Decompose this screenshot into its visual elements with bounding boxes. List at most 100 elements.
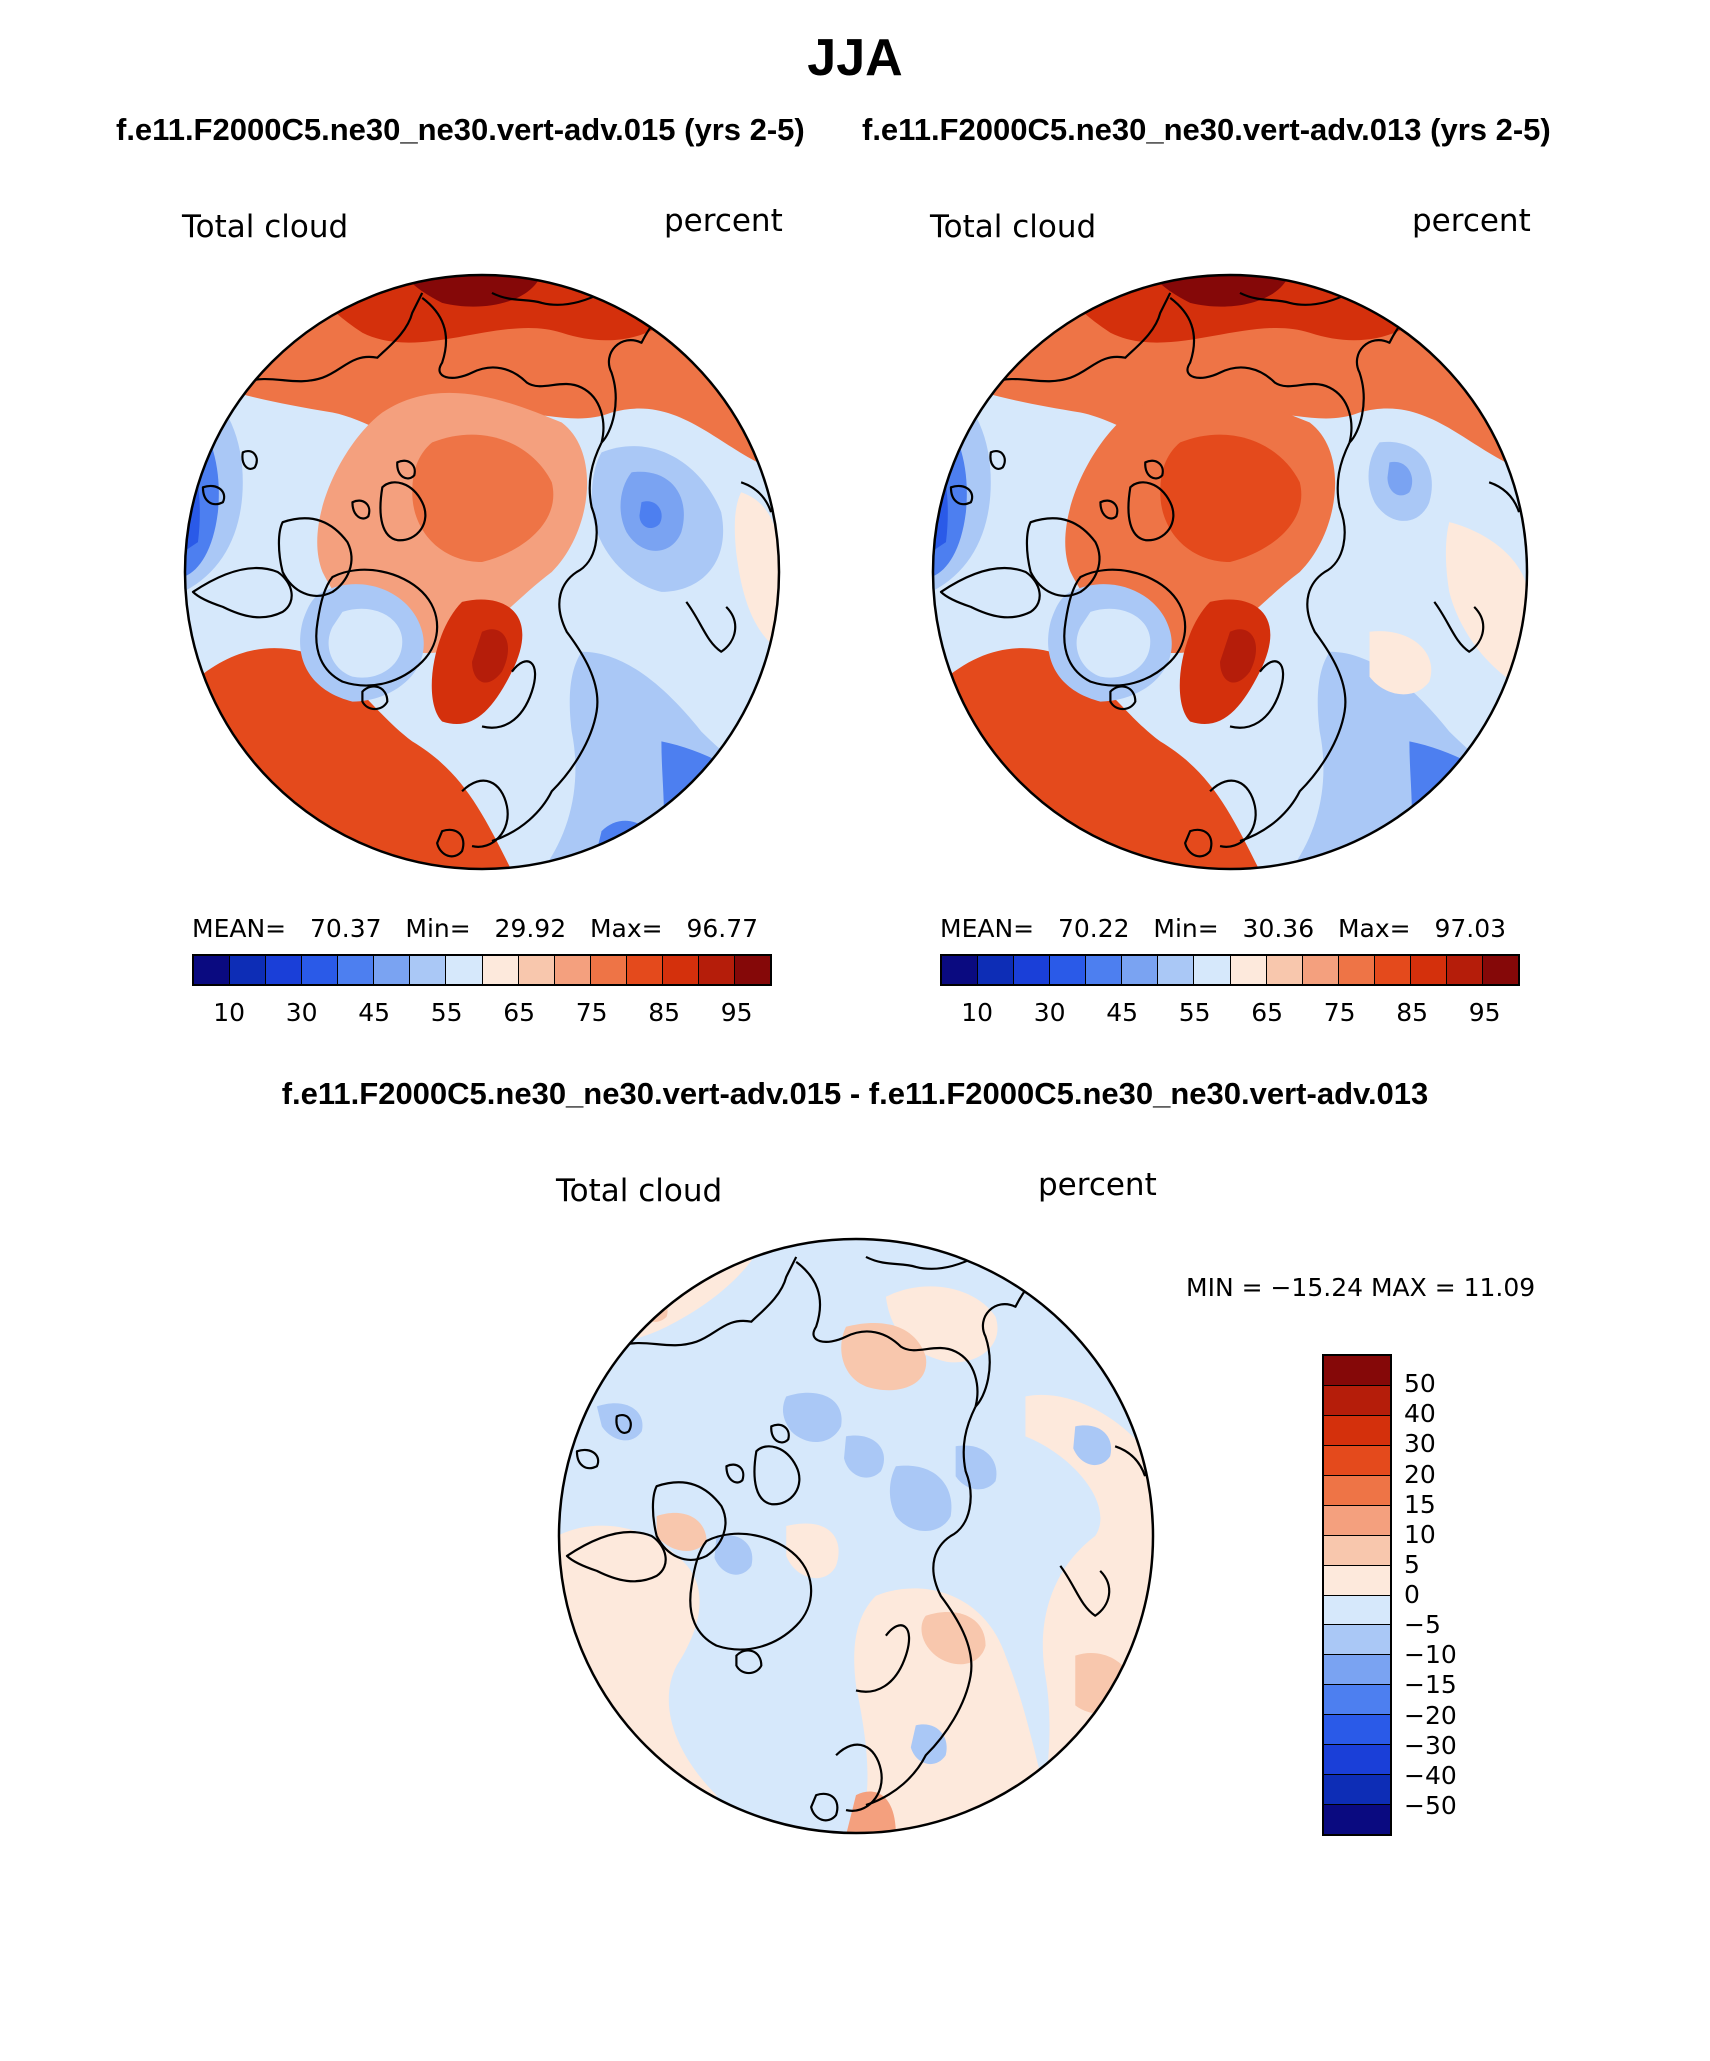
colorbar-tick-label: 95 [1468,998,1501,1027]
colorbar-swatch [1158,956,1195,984]
colorbar-swatch [1324,1535,1390,1566]
colorbar-swatch [698,956,735,984]
colorbar-swatch [1374,956,1411,984]
colorbar-tick-label: 10 [213,998,246,1027]
colorbar-tick-label: 85 [1396,998,1429,1027]
right-min-label: Min= [1153,914,1219,943]
colorbar-swatch [1324,1505,1390,1536]
left-mean-value: 70.37 [309,914,382,943]
right-max-label: Max= [1337,914,1411,943]
right-variable-label: Total cloud [930,209,1097,245]
right-mean-label: MEAN= [940,914,1035,943]
right-max-value: 97.03 [1434,914,1507,943]
colorbar-tick-label: 0 [1404,1580,1420,1609]
right-stats: MEAN= 70.22 Min= 30.36 Max= 97.03 [940,915,1506,943]
difference-polar-map [557,1237,1155,1835]
left-units-label: percent [664,203,783,239]
colorbar-swatch [1324,1715,1390,1746]
right-units-label: percent [1412,203,1531,239]
colorbar-swatch [266,956,303,984]
colorbar-swatch [1324,1775,1390,1806]
colorbar-swatch [1410,956,1447,984]
right-polar-map [931,273,1529,871]
colorbar-swatch [1324,1805,1390,1834]
left-min-value: 29.92 [494,914,567,943]
colorbar-swatch [626,956,663,984]
right-colorbar [940,954,1520,986]
colorbar-tick-label: 65 [503,998,536,1027]
colorbar-tick-label: 55 [430,998,463,1027]
right-mean-value: 70.22 [1057,914,1130,943]
colorbar-tick-label: 5 [1404,1549,1420,1579]
colorbar-swatch [942,956,979,984]
left-polar-map [183,273,781,871]
colorbar-swatch [734,956,770,984]
right-min-value: 30.36 [1242,914,1315,943]
colorbar-tick-label: −20 [1404,1700,1457,1730]
colorbar-swatch [590,956,627,984]
colorbar-swatch [1324,1595,1390,1626]
diff-minmax: MIN = −15.24 MAX = 11.09 [1186,1273,1536,1302]
colorbar-tick-label: 10 [961,998,994,1027]
colorbar-swatch [1324,1445,1390,1476]
left-mean-label: MEAN= [192,914,287,943]
colorbar-swatch [1266,956,1303,984]
colorbar-tick-label: −40 [1404,1760,1457,1790]
left-variable-label: Total cloud [182,209,349,245]
diff-units-label: percent [1038,1167,1157,1203]
colorbar-swatch [1324,1655,1390,1686]
colorbar-swatch [446,956,483,984]
colorbar-swatch [1122,956,1159,984]
difference-header: f.e11.F2000C5.ne30_ne30.vert-adv.015 - f… [281,1076,1429,1111]
colorbar-swatch [554,956,591,984]
left-max-value: 96.77 [686,914,759,943]
colorbar-tick-label: 45 [358,998,391,1027]
colorbar-tick-label: 30 [285,998,318,1027]
colorbar-tick-label: 75 [1323,998,1356,1027]
colorbar-tick-label: 15 [1404,1489,1436,1519]
colorbar-swatch [1324,1565,1390,1596]
diff-variable-label: Total cloud [556,1173,723,1209]
colorbar-swatch [1324,1415,1390,1446]
right-case-header: f.e11.F2000C5.ne30_ne30.vert-adv.013 (yr… [862,112,1551,147]
colorbar-swatch [1324,1685,1390,1716]
colorbar-swatch [1324,1385,1390,1416]
colorbar-swatch [338,956,375,984]
left-min-label: Min= [405,914,471,943]
colorbar-tick-label: −30 [1404,1730,1457,1760]
colorbar-swatch [1324,1356,1390,1386]
colorbar-tick-label: 95 [720,998,753,1027]
colorbar-swatch [1338,956,1375,984]
colorbar-tick-label: −5 [1404,1610,1441,1640]
colorbar-tick-label: 30 [1404,1429,1436,1459]
colorbar-swatch [302,956,339,984]
colorbar-swatch [194,956,231,984]
left-stats: MEAN= 70.37 Min= 29.92 Max= 96.77 [192,915,758,943]
left-case-header: f.e11.F2000C5.ne30_ne30.vert-adv.015 (yr… [116,112,805,147]
colorbar-swatch [662,956,699,984]
colorbar-swatch [1014,956,1051,984]
colorbar-swatch [1194,956,1231,984]
colorbar-swatch [518,956,555,984]
left-colorbar [192,954,772,986]
colorbar-tick-label: 10 [1404,1519,1436,1549]
colorbar-swatch [374,956,411,984]
colorbar-swatch [1324,1745,1390,1776]
colorbar-tick-label: −50 [1404,1790,1457,1820]
colorbar-swatch [1446,956,1483,984]
colorbar-swatch [1324,1475,1390,1506]
colorbar-swatch [1050,956,1087,984]
figure-title: JJA [807,29,903,87]
colorbar-swatch [1324,1625,1390,1656]
colorbar-swatch [1482,956,1518,984]
colorbar-tick-label: 50 [1404,1369,1436,1399]
colorbar-tick-label: 20 [1404,1459,1436,1489]
colorbar-swatch [482,956,519,984]
colorbar-tick-label: 30 [1033,998,1066,1027]
left-max-label: Max= [589,914,663,943]
colorbar-swatch [1086,956,1123,984]
colorbar-swatch [230,956,267,984]
colorbar-swatch [978,956,1015,984]
colorbar-tick-label: 55 [1178,998,1211,1027]
colorbar-swatch [1302,956,1339,984]
